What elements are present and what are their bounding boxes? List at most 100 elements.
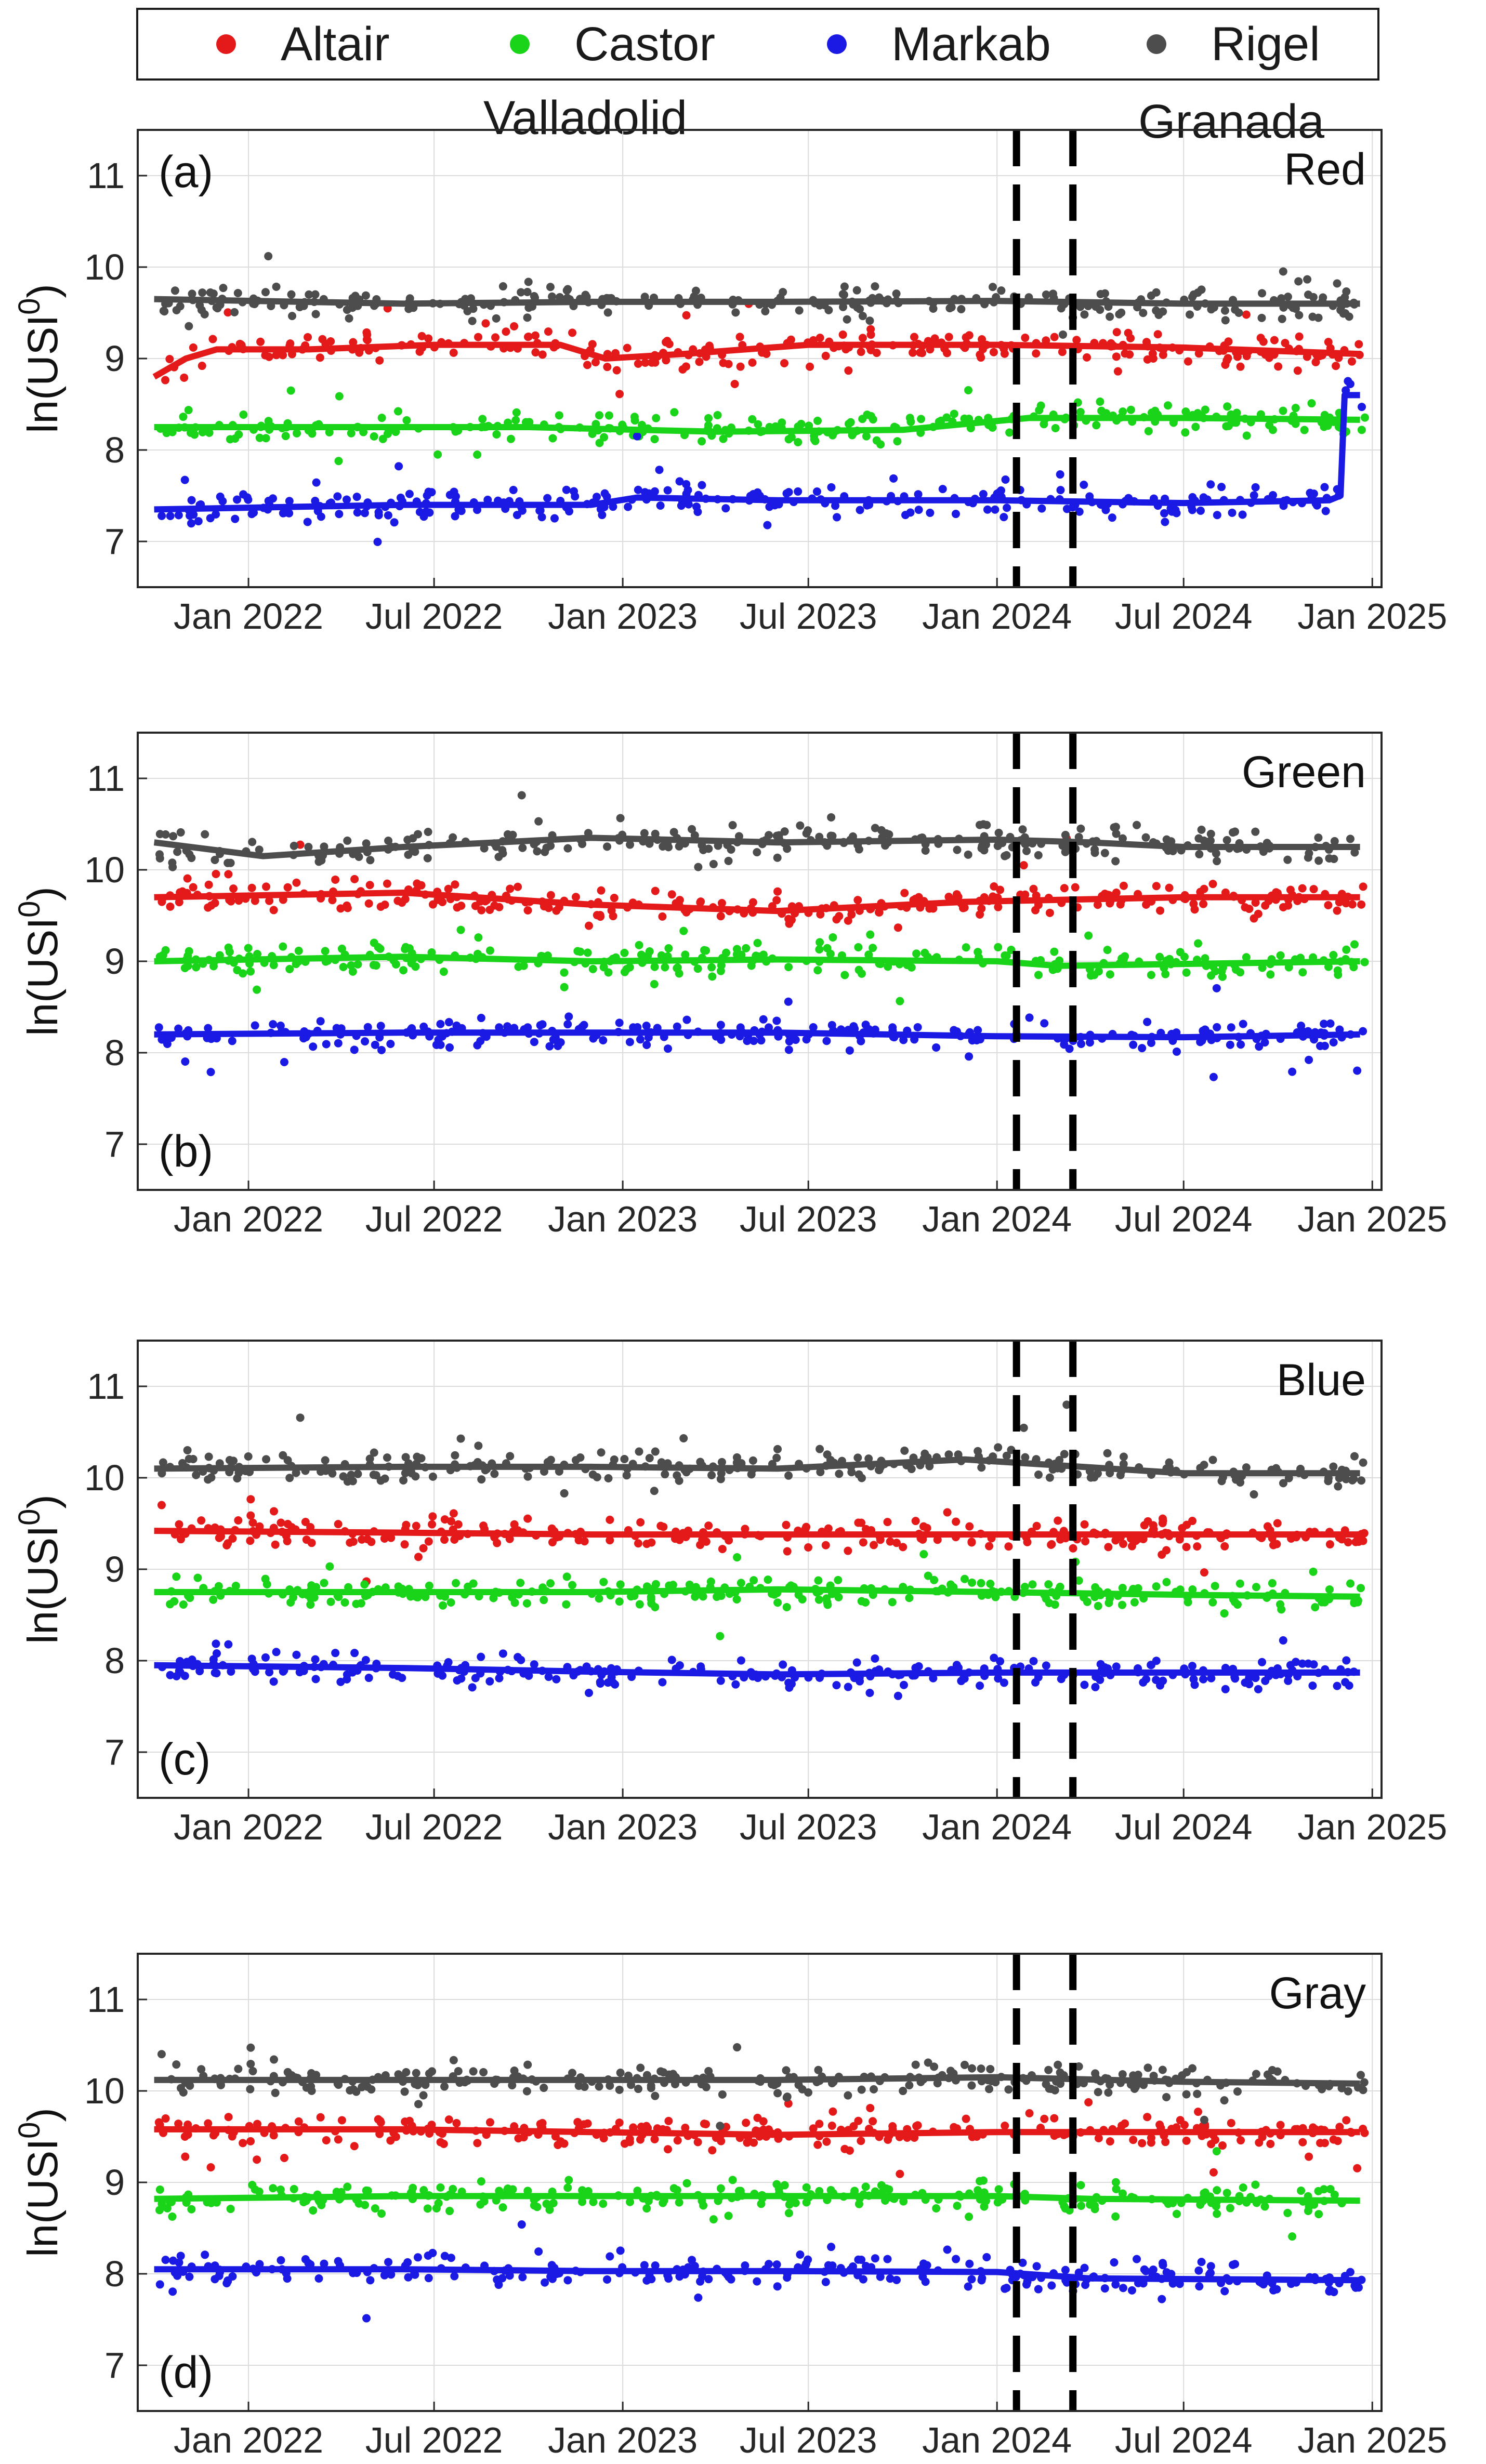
data-point-rigel <box>1118 834 1127 843</box>
data-point-altair <box>523 906 532 915</box>
data-point-castor <box>728 2176 737 2184</box>
data-point-castor <box>1218 972 1227 981</box>
data-point-rigel <box>449 2056 458 2064</box>
data-point-castor <box>1118 1583 1127 1592</box>
legend-item-altair: Altair <box>216 10 390 78</box>
data-point-castor <box>377 414 386 422</box>
data-point-altair <box>749 2138 758 2147</box>
data-point-castor <box>155 2185 164 2194</box>
data-point-altair <box>154 2118 163 2127</box>
y-axis-label: ln(USI0) <box>12 1494 67 1644</box>
data-point-rigel <box>1134 2070 1142 2079</box>
data-point-markab <box>859 2275 867 2284</box>
data-point-markab <box>311 497 320 506</box>
data-point-rigel <box>634 2085 642 2094</box>
trend-line-markab <box>154 1662 1360 1678</box>
data-point-rigel <box>1022 846 1031 855</box>
data-point-altair <box>224 2113 233 2122</box>
data-point-rigel <box>494 853 503 862</box>
data-point-castor <box>239 969 247 978</box>
data-point-rigel <box>424 828 432 837</box>
data-point-markab <box>1346 380 1355 389</box>
data-point-castor <box>826 2185 835 2194</box>
data-point-altair <box>449 1509 458 1518</box>
data-point-castor <box>477 2177 485 2186</box>
data-point-castor <box>1045 1599 1054 1608</box>
y-axis-label: ln(USI0) <box>12 886 67 1036</box>
data-point-altair <box>780 359 788 367</box>
data-point-rigel <box>985 2085 994 2094</box>
data-point-castor <box>405 944 414 953</box>
data-point-markab <box>1031 1678 1040 1687</box>
data-point-rigel <box>343 836 352 845</box>
data-point-castor <box>289 1593 298 1602</box>
data-point-rigel <box>204 1452 213 1461</box>
data-point-markab <box>965 2259 974 2268</box>
data-point-rigel <box>626 840 635 849</box>
data-point-castor <box>1314 2187 1323 2195</box>
data-point-castor <box>1333 966 1342 975</box>
data-point-castor <box>1300 426 1309 434</box>
data-point-rigel <box>246 2043 255 2052</box>
data-point-rigel <box>784 1471 793 1480</box>
data-point-rigel <box>292 1468 300 1477</box>
data-point-altair <box>1045 908 1054 917</box>
data-point-castor <box>1191 422 1200 431</box>
data-point-altair <box>857 2137 865 2145</box>
data-point-castor <box>1350 940 1359 949</box>
data-point-markab <box>185 2272 194 2281</box>
data-point-markab <box>784 997 793 1006</box>
data-point-rigel <box>650 1487 659 1495</box>
data-point-rigel <box>449 833 457 842</box>
data-point-rigel <box>1277 294 1286 303</box>
data-point-markab <box>990 1653 998 1662</box>
data-point-altair <box>748 358 757 367</box>
data-point-altair <box>1083 353 1092 362</box>
data-point-castor <box>802 2183 811 2192</box>
data-point-altair <box>741 1525 749 1533</box>
data-point-markab <box>938 485 947 494</box>
data-point-altair <box>821 1541 830 1549</box>
data-point-markab <box>609 1678 617 1687</box>
data-point-markab <box>334 2257 343 2266</box>
data-point-markab <box>1112 1662 1121 1671</box>
data-point-castor <box>1329 951 1338 960</box>
data-point-rigel <box>675 1476 683 1485</box>
data-point-altair <box>175 1520 183 1529</box>
data-point-altair <box>1272 1540 1281 1548</box>
data-point-altair <box>1029 884 1038 893</box>
data-point-castor <box>962 943 970 952</box>
data-point-markab <box>893 1691 902 1700</box>
data-point-altair <box>636 2135 645 2144</box>
data-point-castor <box>281 432 290 441</box>
data-point-altair <box>1112 889 1121 897</box>
data-point-markab <box>384 2258 393 2267</box>
data-point-altair <box>212 869 220 878</box>
data-point-altair <box>886 1537 895 1546</box>
data-point-rigel <box>1200 1461 1208 1469</box>
data-point-castor <box>394 1582 403 1591</box>
data-point-altair <box>591 358 600 367</box>
data-point-rigel <box>953 845 962 854</box>
data-point-castor <box>269 2184 278 2193</box>
data-point-markab <box>312 478 321 487</box>
data-point-markab <box>625 1038 634 1046</box>
data-point-altair <box>815 2119 824 2128</box>
data-point-rigel <box>997 286 1006 295</box>
data-point-rigel <box>568 2069 576 2077</box>
data-point-rigel <box>864 1454 873 1463</box>
data-point-castor <box>968 1578 977 1587</box>
data-point-castor <box>445 2207 454 2216</box>
data-point-altair <box>207 901 216 910</box>
data-point-altair <box>165 354 174 363</box>
data-point-altair <box>1279 903 1287 911</box>
data-point-markab <box>543 494 552 502</box>
data-point-altair <box>1021 334 1030 342</box>
data-point-rigel <box>772 1453 781 1462</box>
data-point-markab <box>215 2271 223 2280</box>
data-point-rigel <box>773 853 782 862</box>
band-label: Green <box>1242 747 1366 797</box>
data-point-markab <box>1199 1675 1208 1684</box>
data-point-castor <box>1020 1582 1029 1591</box>
data-point-castor <box>719 434 728 443</box>
